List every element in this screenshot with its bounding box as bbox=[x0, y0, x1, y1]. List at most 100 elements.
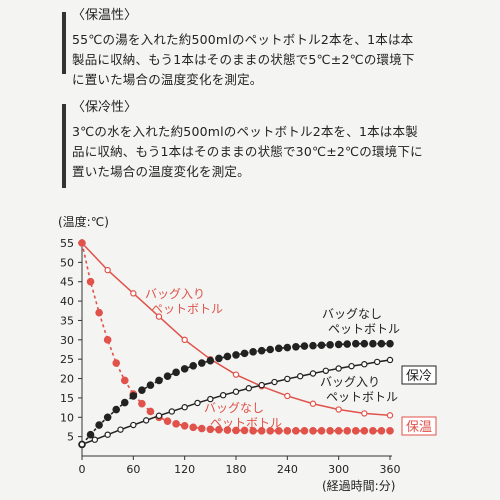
x-tick-label: 360 bbox=[380, 463, 401, 476]
cold-section-body: 3℃の水を入れた約500mlのペットボトル2本を、1本は本製 品に収納、もう1本… bbox=[72, 122, 482, 182]
data-point-warm-dashed bbox=[240, 426, 249, 435]
data-point-warm-dashed bbox=[369, 427, 377, 435]
label-cold-nobag: ペットボトル bbox=[328, 322, 400, 336]
data-point-cold-dashed bbox=[172, 368, 180, 377]
data-point-cold-dashed bbox=[180, 365, 189, 373]
data-point-warm-dashed bbox=[249, 427, 257, 435]
data-point-cold-solid bbox=[322, 367, 330, 374]
data-point-cold-solid bbox=[361, 361, 368, 368]
data-point-cold-solid bbox=[78, 441, 86, 448]
data-point-cold-solid bbox=[232, 388, 240, 395]
data-point-cold-solid bbox=[219, 391, 227, 399]
x-tick-label: 60 bbox=[126, 463, 140, 476]
section-bar bbox=[62, 12, 66, 74]
data-point-cold-dashed bbox=[206, 356, 215, 365]
data-point-cold-solid bbox=[155, 412, 163, 419]
data-point-warm-solid bbox=[309, 400, 317, 407]
data-point-cold-dashed bbox=[138, 386, 146, 394]
data-point-warm-dashed bbox=[360, 427, 369, 435]
x-tick-label: 0 bbox=[79, 463, 86, 476]
group-label-warm: 保温 bbox=[406, 420, 432, 435]
data-point-warm-dashed bbox=[300, 427, 309, 435]
label-cold-bag: バッグ入り bbox=[320, 375, 380, 389]
data-point-cold-dashed bbox=[377, 339, 386, 348]
data-point-warm-dashed bbox=[172, 420, 180, 428]
data-point-cold-dashed bbox=[326, 341, 334, 349]
cold-line-3: 置いた場合の温度変化を測定。 bbox=[72, 164, 250, 179]
x-tick-label: 180 bbox=[226, 463, 247, 476]
y-tick-label: 35 bbox=[60, 314, 74, 327]
label-cold-bag: ペットボトル bbox=[326, 390, 398, 404]
data-point-warm-dashed bbox=[343, 427, 352, 435]
data-point-cold-solid bbox=[386, 356, 394, 364]
data-point-cold-dashed bbox=[163, 372, 172, 381]
data-point-warm-dashed bbox=[189, 423, 198, 432]
y-tick-label: 25 bbox=[60, 353, 74, 366]
data-point-cold-solid bbox=[271, 378, 278, 386]
data-point-warm-dashed bbox=[112, 359, 121, 367]
x-tick-label: 300 bbox=[328, 463, 349, 476]
data-point-warm-dashed bbox=[120, 376, 129, 385]
x-tick-label: 120 bbox=[174, 463, 195, 476]
y-tick-label: 45 bbox=[60, 276, 74, 289]
data-point-cold-dashed bbox=[103, 413, 112, 422]
data-point-cold-dashed bbox=[317, 341, 326, 350]
data-point-warm-dashed bbox=[78, 239, 86, 247]
y-tick-label: 5 bbox=[67, 431, 74, 444]
warm-section-body: 55℃の湯を入れた約500mlのペットボトル2本を、1本は本 製品に収納、もう1… bbox=[72, 30, 482, 90]
data-point-warm-dashed bbox=[103, 336, 112, 344]
warm-line-2: 製品に収納、もう1本はそのままの状態で5℃±2℃の環境下 bbox=[72, 52, 415, 67]
y-tick-label: 55 bbox=[60, 237, 74, 250]
data-point-cold-dashed bbox=[257, 346, 266, 355]
data-point-warm-dashed bbox=[386, 427, 394, 435]
data-point-warm-dashed bbox=[334, 427, 343, 435]
data-point-cold-dashed bbox=[189, 361, 198, 370]
data-point-cold-solid bbox=[296, 373, 304, 380]
data-point-cold-solid bbox=[309, 370, 317, 377]
y-tick-label: 30 bbox=[60, 334, 74, 347]
data-point-cold-dashed bbox=[223, 352, 232, 361]
group-label-cold: 保冷 bbox=[406, 369, 432, 384]
data-point-warm-dashed bbox=[326, 427, 334, 435]
data-point-warm-dashed bbox=[206, 425, 215, 434]
data-point-cold-dashed bbox=[120, 398, 129, 407]
data-point-warm-dashed bbox=[292, 427, 300, 435]
data-point-cold-dashed bbox=[266, 345, 275, 354]
data-point-cold-dashed bbox=[155, 376, 163, 385]
data-point-warm-dashed bbox=[351, 427, 360, 435]
data-point-cold-dashed bbox=[343, 340, 352, 348]
y-tick-label: 20 bbox=[60, 373, 74, 386]
data-point-cold-dashed bbox=[334, 340, 343, 349]
data-point-cold-dashed bbox=[86, 430, 95, 439]
data-point-warm-solid bbox=[104, 266, 111, 274]
data-point-warm-dashed bbox=[309, 427, 317, 435]
group-label-warm-box bbox=[401, 416, 437, 436]
data-point-warm-solid bbox=[155, 313, 163, 320]
data-point-warm-dashed bbox=[223, 426, 232, 434]
warm-section-title: 〈保温性〉 bbox=[72, 8, 138, 23]
data-point-cold-dashed bbox=[240, 349, 249, 358]
data-point-cold-dashed bbox=[360, 339, 369, 348]
data-point-cold-solid bbox=[104, 431, 111, 438]
data-point-warm-dashed bbox=[180, 421, 189, 430]
data-point-warm-dashed bbox=[232, 426, 240, 435]
data-point-cold-dashed bbox=[232, 351, 240, 359]
data-point-cold-dashed bbox=[351, 339, 360, 348]
data-point-warm-solid bbox=[130, 290, 137, 297]
data-point-cold-dashed bbox=[300, 342, 309, 350]
label-warm-nobag: ペットボトル bbox=[210, 416, 282, 430]
data-point-cold-dashed bbox=[146, 381, 155, 389]
data-point-cold-dashed bbox=[197, 359, 206, 367]
data-point-warm-solid bbox=[284, 392, 291, 400]
label-cold-nobag: バッグなし bbox=[322, 307, 382, 321]
data-point-cold-solid bbox=[335, 365, 342, 372]
data-point-warm-solid bbox=[232, 371, 240, 378]
data-point-warm-dashed bbox=[163, 417, 172, 425]
cold-retention-section: 〈保冷性〉 3℃の水を入れた約500mlのペットボトル2本を、1本は本製 品に収… bbox=[62, 100, 482, 188]
warm-retention-section: 〈保温性〉 55℃の湯を入れた約500mlのペットボトル2本を、1本は本 製品に… bbox=[62, 8, 482, 90]
data-point-warm-dashed bbox=[86, 277, 95, 286]
data-point-cold-solid bbox=[284, 375, 291, 383]
data-point-warm-solid bbox=[335, 406, 342, 413]
warm-line-3: に置いた場合の温度変化を測定。 bbox=[72, 72, 263, 87]
warm-line-1: 55℃の湯を入れた約500mlのペットボトル2本を、1本は本 bbox=[72, 32, 414, 47]
